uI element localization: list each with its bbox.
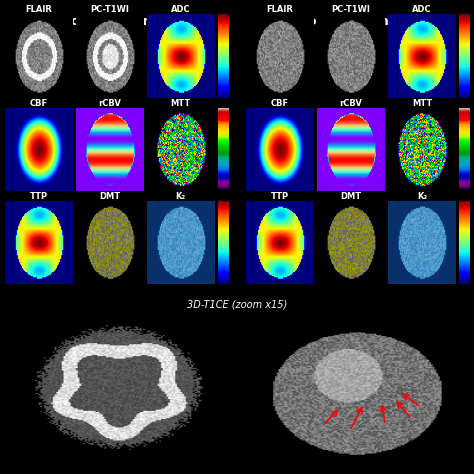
Title: FLAIR: FLAIR [266,5,293,14]
Title: CBF: CBF [29,99,48,108]
Title: CBF: CBF [271,99,289,108]
Text: macrovascular network: macrovascular network [36,15,201,28]
Text: macrovascular network: macrovascular network [273,15,438,28]
Title: FLAIR: FLAIR [25,5,52,14]
Title: PC-T1WI: PC-T1WI [331,5,370,14]
Title: rCBV: rCBV [339,99,362,108]
Title: DMT: DMT [340,192,362,201]
Title: MTT: MTT [171,99,191,108]
Title: rCBV: rCBV [98,99,121,108]
Title: PC-T1WI: PC-T1WI [90,5,129,14]
Title: K₂: K₂ [176,192,186,201]
Title: TTP: TTP [271,192,289,201]
Title: TTP: TTP [29,192,48,201]
Title: MTT: MTT [412,99,432,108]
Title: ADC: ADC [171,5,191,14]
Title: DMT: DMT [99,192,120,201]
Title: K₂: K₂ [417,192,427,201]
Title: ADC: ADC [412,5,432,14]
Text: 3D-T1CE (zoom x15): 3D-T1CE (zoom x15) [187,299,287,309]
